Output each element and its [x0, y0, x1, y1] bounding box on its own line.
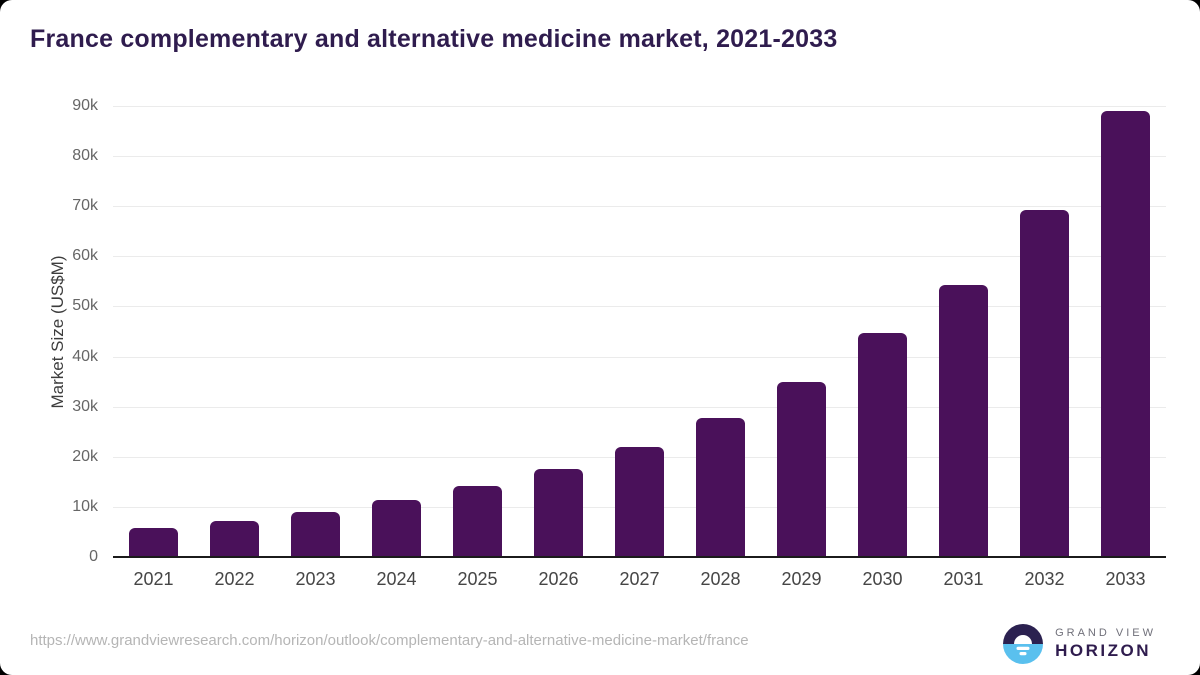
x-axis-label-2022: 2022: [214, 569, 255, 589]
gridline-80k: [113, 156, 1166, 157]
y-axis-tick-20k: 20k: [72, 448, 98, 465]
y-axis-tick-80k: 80k: [72, 147, 98, 164]
x-axis-label-2023: 2023: [295, 569, 336, 589]
gridline-70k: [113, 206, 1166, 207]
logo-text-horizon: HORIZON: [1055, 641, 1151, 660]
horizon-logo-icon: [1003, 624, 1044, 664]
gridline-30k: [113, 407, 1166, 408]
x-axis-label-2025: 2025: [457, 569, 498, 589]
bar-2033[interactable]: [1101, 111, 1150, 557]
bar-2030[interactable]: [858, 333, 907, 557]
bar-2021[interactable]: [129, 528, 178, 557]
bar-2022[interactable]: [210, 521, 259, 557]
grand-view-horizon-logo: GRAND VIEW HORIZON: [1001, 622, 1156, 666]
bar-2031[interactable]: [939, 285, 988, 557]
source-url: https://www.grandviewresearch.com/horizo…: [30, 632, 749, 649]
y-axis-tick-10k: 10k: [72, 498, 98, 515]
x-axis-label-2028: 2028: [700, 569, 741, 589]
y-axis-tick-60k: 60k: [72, 247, 98, 264]
x-axis-label-2024: 2024: [376, 569, 417, 589]
gridline-90k: [113, 106, 1166, 107]
bar-2025[interactable]: [453, 486, 502, 557]
gridline-50k: [113, 306, 1166, 307]
bar-2032[interactable]: [1020, 210, 1069, 557]
x-axis-label-2033: 2033: [1105, 569, 1146, 589]
x-axis-label-2021: 2021: [133, 569, 174, 589]
y-axis-tick-40k: 40k: [72, 348, 98, 365]
y-axis-tick-0: 0: [89, 548, 98, 565]
y-axis-tick-90k: 90k: [72, 97, 98, 114]
page-title: France complementary and alternative med…: [30, 25, 838, 53]
bar-2027[interactable]: [615, 447, 664, 557]
x-axis-label-2027: 2027: [619, 569, 660, 589]
y-axis-tick-30k: 30k: [72, 398, 98, 415]
y-axis-tick-50k: 50k: [72, 297, 98, 314]
x-axis-label-2026: 2026: [538, 569, 579, 589]
x-axis-label-2031: 2031: [943, 569, 984, 589]
bar-2024[interactable]: [372, 500, 421, 557]
x-axis-line: [113, 556, 1166, 558]
x-axis-label-2029: 2029: [781, 569, 822, 589]
x-axis-label-2032: 2032: [1024, 569, 1065, 589]
x-axis-label-2030: 2030: [862, 569, 903, 589]
logo-text: GRAND VIEW HORIZON: [1055, 627, 1156, 661]
gridline-40k: [113, 357, 1166, 358]
bar-2029[interactable]: [777, 382, 826, 557]
logo-text-grand-view: GRAND VIEW: [1055, 627, 1156, 639]
gridline-60k: [113, 256, 1166, 257]
y-axis-tick-70k: 70k: [72, 197, 98, 214]
bar-2028[interactable]: [696, 418, 745, 557]
bar-2026[interactable]: [534, 469, 583, 557]
bar-2023[interactable]: [291, 512, 340, 557]
